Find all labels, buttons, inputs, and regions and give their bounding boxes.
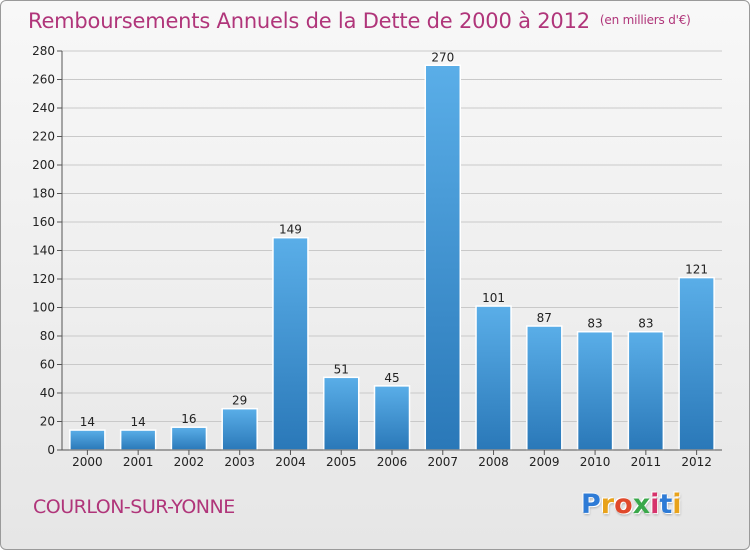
y-tick-label: 160 <box>32 215 55 229</box>
logo-letter: i <box>672 489 682 520</box>
x-tick-label: 2005 <box>326 455 357 469</box>
bar-2010 <box>576 330 614 451</box>
bar-2011 <box>627 330 665 451</box>
data-label: 45 <box>384 371 399 385</box>
x-tick-label: 2012 <box>681 455 712 469</box>
logo-letter: i <box>650 489 660 520</box>
y-tick-label: 280 <box>32 44 55 58</box>
data-label: 101 <box>482 291 505 305</box>
proxiti-logo: Proxiti <box>581 489 682 520</box>
y-tick-label: 40 <box>40 386 55 400</box>
data-label: 14 <box>131 415 146 429</box>
bar-2000 <box>69 429 106 451</box>
data-label: 83 <box>638 317 653 331</box>
x-tick-label: 2001 <box>123 455 154 469</box>
bar-2005 <box>322 376 360 451</box>
x-tick-label: 2006 <box>377 455 408 469</box>
x-tick-label: 2003 <box>224 455 255 469</box>
bar-2006 <box>373 385 411 451</box>
title-text: Remboursements Annuels de la Dette de 20… <box>28 9 590 33</box>
logo-letter: t <box>659 489 673 520</box>
bar-2002 <box>170 426 208 451</box>
unit-note: (en milliers d'€) <box>599 13 691 27</box>
y-tick-label: 80 <box>40 329 55 343</box>
bar-2007 <box>424 64 462 451</box>
bar-2004 <box>272 236 309 451</box>
bar-2009 <box>526 325 563 451</box>
x-tick-label: 2010 <box>580 455 611 469</box>
data-label: 270 <box>431 50 454 64</box>
bar-2012 <box>678 276 715 451</box>
y-tick-label: 20 <box>40 415 55 429</box>
y-tick-label: 240 <box>32 101 55 115</box>
y-tick-label: 120 <box>32 272 55 286</box>
data-label: 29 <box>232 394 247 408</box>
data-label: 121 <box>685 263 708 277</box>
commune-name: COURLON-SUR-YONNE <box>33 496 235 518</box>
data-label: 14 <box>80 415 95 429</box>
y-tick-label: 60 <box>40 358 55 372</box>
x-tick-label: 2008 <box>478 455 509 469</box>
logo-letter: x <box>632 489 651 520</box>
y-tick-label: 260 <box>32 73 55 87</box>
y-tick-label: 180 <box>32 187 55 201</box>
x-tick-label: 2007 <box>427 455 458 469</box>
data-label: 87 <box>537 311 552 325</box>
bar-2003 <box>221 407 258 451</box>
x-axis: 2000 2001 2002 2003 2004 2005 2006 2007 2008 2009… <box>62 449 722 469</box>
logo-letter: P <box>581 489 601 520</box>
y-tick-label: 220 <box>32 130 55 144</box>
logo-letter: o <box>614 489 633 520</box>
chart-title: Remboursements Annuels de la Dette de 20… <box>28 9 691 33</box>
y-axis: 0 20 40 60 80 100 120 140 160 180 200 220 240 260 280 <box>32 44 63 457</box>
data-label: 83 <box>587 317 602 331</box>
data-label: 51 <box>334 362 349 376</box>
y-tick-label: 100 <box>32 301 55 315</box>
logo-letter: r <box>600 489 615 520</box>
bar-2008 <box>475 305 512 451</box>
x-tick-label: 2011 <box>631 455 662 469</box>
bar-2001 <box>119 429 157 451</box>
x-tick-label: 2000 <box>72 455 103 469</box>
data-label: 149 <box>279 223 302 237</box>
data-label: 16 <box>181 412 196 426</box>
x-tick-label: 2009 <box>529 455 560 469</box>
bars: 14 14 16 29 149 51 45 270 101 87 83 83 121 <box>69 50 715 451</box>
y-tick-label: 0 <box>47 443 55 457</box>
x-tick-label: 2004 <box>275 455 306 469</box>
y-tick-label: 200 <box>32 158 55 172</box>
y-tick-label: 140 <box>32 244 55 258</box>
x-tick-label: 2002 <box>174 455 205 469</box>
